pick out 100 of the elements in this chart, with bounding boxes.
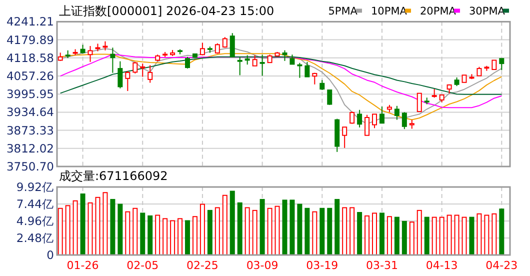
bar — [132, 208, 138, 256]
bar — [334, 198, 340, 256]
y-tick-label: 9.92亿 — [16, 180, 54, 194]
bar — [200, 204, 205, 256]
bar — [372, 212, 377, 256]
bar — [80, 193, 86, 256]
candlestick — [118, 60, 123, 89]
x-tick-label: 03-31 — [366, 259, 398, 272]
bar — [95, 196, 100, 256]
y-tick-label: 0 — [46, 248, 54, 262]
candlestick — [110, 47, 116, 74]
bar — [469, 216, 474, 256]
bar — [282, 200, 288, 256]
bar — [350, 207, 355, 256]
candlestick — [350, 111, 355, 124]
y-tick-label: 3995.95 — [6, 87, 54, 102]
y-tick-label: 4179.89 — [6, 32, 54, 47]
bar — [140, 212, 146, 256]
bar — [178, 218, 183, 256]
bar — [364, 215, 370, 256]
bar — [416, 210, 422, 256]
bar — [297, 204, 302, 256]
x-tick-label: 04-23 — [486, 259, 518, 272]
bar — [357, 212, 362, 256]
bar — [424, 216, 430, 256]
x-tick-label: 02-25 — [186, 259, 218, 272]
y-tick-label: 4241.21 — [6, 14, 54, 29]
bar — [320, 208, 325, 256]
candlestick — [125, 70, 130, 92]
candlestick — [185, 56, 190, 70]
bar — [379, 212, 384, 256]
bar — [327, 208, 332, 256]
candlestick — [320, 80, 325, 91]
bar — [110, 198, 116, 256]
candlestick — [200, 42, 205, 56]
bar — [394, 216, 400, 256]
bar — [237, 202, 242, 256]
bar — [230, 190, 235, 256]
x-tick-label: 03-19 — [306, 259, 338, 272]
candlestick — [237, 56, 242, 76]
bar — [162, 218, 168, 256]
legend-label: 20PMA — [420, 5, 457, 18]
bar — [148, 215, 153, 256]
y-tick-label: 4.96亿 — [16, 214, 54, 228]
candlestick — [499, 58, 504, 71]
bar — [432, 216, 437, 256]
candlestick — [244, 54, 250, 66]
bar — [267, 208, 272, 256]
bar — [88, 202, 93, 256]
candlestick — [304, 61, 310, 78]
candlestick — [416, 92, 422, 112]
bar — [290, 200, 295, 256]
bar — [454, 214, 460, 256]
bar — [304, 208, 310, 256]
bar — [207, 210, 212, 256]
y-tick-label: 3750.70 — [6, 160, 54, 174]
bar — [409, 222, 414, 256]
bar — [125, 211, 130, 256]
bar — [439, 216, 444, 256]
y-tick-label: 4118.58 — [6, 50, 54, 65]
candlestick — [230, 32, 235, 58]
candlestick — [132, 61, 138, 74]
x-tick-label: 01-26 — [66, 259, 99, 272]
y-tick-label: 2.48亿 — [16, 231, 54, 246]
x-tick-label: 04-13 — [426, 259, 458, 272]
candlestick — [252, 54, 258, 66]
candlestick — [290, 54, 295, 65]
candlestick — [357, 109, 362, 128]
bar — [185, 220, 190, 256]
bar — [499, 208, 504, 256]
bar — [58, 208, 63, 256]
bar — [312, 211, 318, 256]
chart-title: 上证指数[000001] 2026-04-23 15:00 — [59, 4, 274, 18]
candlestick — [140, 63, 146, 78]
bar — [65, 205, 70, 256]
bar — [214, 207, 220, 256]
bar — [252, 210, 258, 256]
candlestick — [148, 64, 153, 84]
legend-label: 10PMA — [371, 5, 408, 18]
bar — [402, 220, 407, 256]
candlestick — [372, 114, 377, 129]
bar — [446, 214, 452, 256]
legend-label: 30PMA — [469, 5, 506, 18]
bar — [386, 216, 392, 256]
candlestick — [327, 90, 332, 106]
bar — [170, 220, 176, 256]
bar — [155, 214, 160, 256]
bar — [72, 200, 78, 256]
bar — [192, 216, 198, 256]
bar — [260, 198, 265, 256]
y-tick-label: 3934.64 — [6, 105, 54, 120]
bar — [462, 216, 467, 256]
candlestick — [282, 50, 288, 62]
candlestick — [402, 112, 407, 130]
x-tick-label: 02-05 — [126, 259, 159, 272]
x-tick-label: 03-09 — [246, 259, 278, 272]
y-tick-label: 3812.02 — [6, 141, 54, 156]
bar — [222, 194, 228, 256]
legend-label: 5PMA — [328, 5, 358, 18]
candlestick — [88, 46, 93, 62]
